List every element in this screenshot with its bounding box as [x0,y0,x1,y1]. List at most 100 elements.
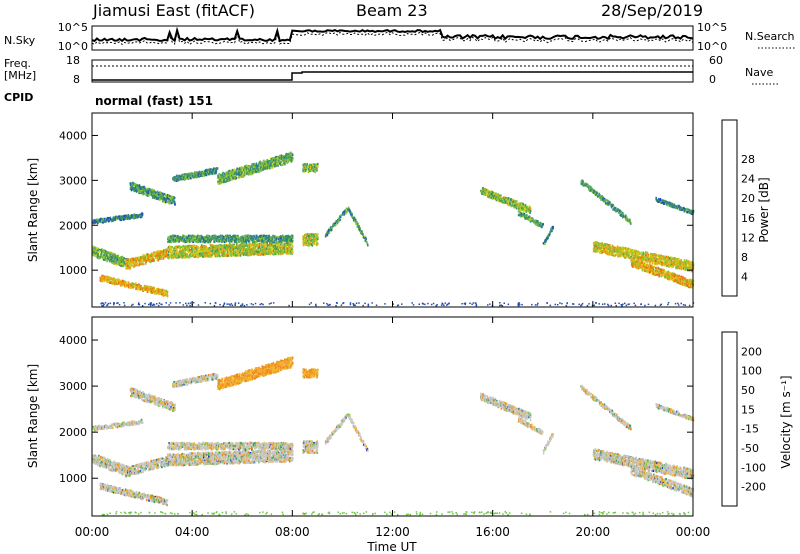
power-cell [238,236,240,239]
power-cell [177,245,179,248]
power-cell [183,252,186,255]
power-cell [272,251,274,254]
power-cell [177,234,179,238]
power-cell [249,247,252,250]
power-cell [271,243,273,246]
power-cell [210,244,213,247]
power-cell [291,245,294,248]
power-cell [200,252,203,255]
power-cell [107,251,109,254]
power-cell [111,260,114,263]
power-cell [346,210,348,213]
power-cell [230,253,232,256]
power-cell [116,257,119,260]
power-cell [210,235,213,238]
power-cell [125,281,127,284]
power-cell [208,240,210,243]
power-cell [240,247,243,251]
power-cell [198,239,201,242]
power-cell [306,163,309,166]
sky-left-label: N.Sky [4,34,36,47]
power-cell [97,247,100,250]
power-cell [240,236,242,239]
power-cell [114,259,117,262]
power-cell [177,256,179,259]
power-cell [291,158,294,161]
power-cell [109,255,112,258]
power-cell [142,260,144,264]
sky-right-label: N.Search [745,30,795,43]
power-cell [259,248,262,251]
power-cell [255,248,257,251]
power-cell [168,257,170,260]
power-cell [228,251,231,254]
power-cell [135,257,138,260]
power-cell [181,245,184,248]
power-cell [237,238,239,241]
power-cell [170,241,172,244]
power-cell [171,246,173,249]
power-cell [116,259,119,262]
power-cell [226,235,229,238]
power-cell [289,243,292,246]
power-cell [282,252,284,255]
power-cell [200,244,203,247]
power-cell [184,248,186,251]
power-cell [324,235,327,238]
power-cell [160,256,162,259]
power-cell [188,246,190,250]
power-cell [215,171,218,174]
power-cell [158,252,161,255]
power-cell [169,236,171,239]
power-cell [205,245,208,248]
power-cell [155,251,157,254]
power-cell [175,238,178,241]
power-cell [339,215,342,219]
power-cell [99,257,101,260]
search-noise-line [91,31,694,46]
power-cell [211,244,214,247]
power-cell [189,234,192,237]
power-cell [191,234,194,237]
power-cell [104,251,106,255]
power-cell [151,188,154,191]
power-cell [182,248,184,251]
power-cell [281,241,284,244]
frequency-line [92,71,693,81]
power-cell [210,250,213,253]
power-cell [234,241,236,244]
power-cell [171,234,174,237]
power-cell [198,236,200,239]
power-cell [336,222,339,225]
power-cell [270,250,273,253]
power-cell [208,250,210,253]
power-cell [317,242,319,245]
power-cell [212,236,215,239]
power-cell [182,234,184,237]
power-cell [94,254,97,257]
sky-tick-top-right: 10^5 [697,21,727,34]
power-cell [234,234,236,237]
power-cell [191,238,193,242]
power-cell [174,256,176,259]
power-cell [186,255,189,258]
power-cell [238,254,241,257]
power-cell [235,236,237,239]
power-cell [257,250,260,253]
power-cell [234,239,237,242]
power-cell [143,192,145,195]
power-cell [134,258,137,261]
power-cell [209,250,211,253]
power-cell [196,253,198,256]
power-cell [104,258,106,261]
power-cell [228,235,230,238]
power-cell [275,243,278,246]
power-cell [277,246,280,249]
power-cell [276,249,279,252]
power-cell [242,245,244,248]
power-cell [129,262,131,265]
power-cell [220,236,223,239]
power-cell [249,170,252,174]
power-cell [242,249,244,252]
power-cell [261,243,263,246]
